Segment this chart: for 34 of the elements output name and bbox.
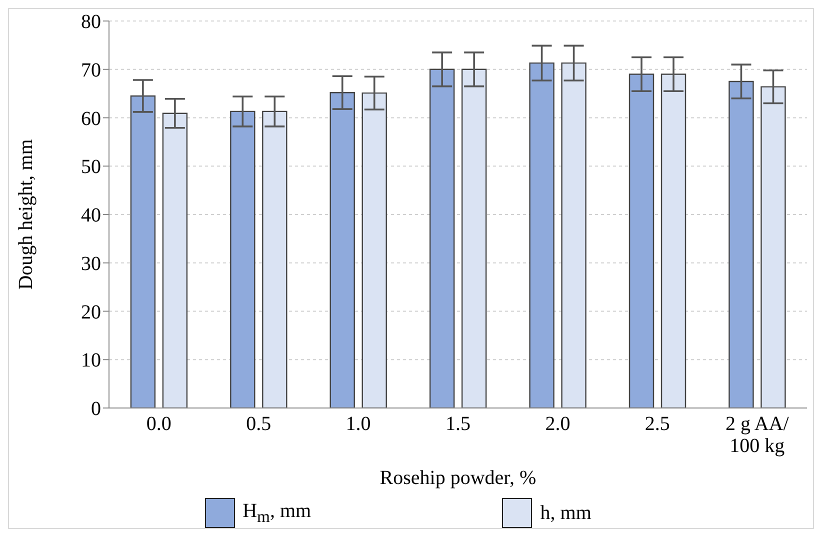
bar xyxy=(162,112,188,408)
x-tick-label: 1.0 xyxy=(346,413,371,435)
bar xyxy=(429,68,455,408)
x-tick-label: 2.0 xyxy=(545,413,570,435)
bar xyxy=(130,95,156,408)
y-tick-label: 20 xyxy=(81,301,101,324)
legend-label: H$_{m}$, mm xyxy=(242,500,312,526)
y-tick-label: 30 xyxy=(81,252,101,275)
y-tick-label: 80 xyxy=(81,11,101,34)
bar xyxy=(760,86,786,408)
bar xyxy=(230,110,256,408)
y-tick-label: 0 xyxy=(91,398,101,420)
y-tick-label: 60 xyxy=(81,108,101,130)
bar xyxy=(529,62,554,408)
x-tick-label: 0.0 xyxy=(146,413,172,435)
bar xyxy=(461,68,487,408)
x-axis-title: Rosehip powder, % xyxy=(380,467,536,489)
legend-label: h, mm xyxy=(540,502,592,524)
x-tick-label: 2.5 xyxy=(644,413,670,435)
x-tick-label: 2 g AA/ 100 kg xyxy=(725,413,790,457)
bar xyxy=(628,74,654,408)
y-tick-label: 70 xyxy=(81,59,101,82)
x-tick-label: 0.5 xyxy=(246,413,272,435)
y-tick-label: 50 xyxy=(81,156,101,178)
y-axis-title: Dough height, mm xyxy=(15,138,38,290)
bar xyxy=(330,92,355,408)
x-tick-label: 1.5 xyxy=(446,413,470,435)
bar xyxy=(728,80,754,408)
bar xyxy=(561,62,586,408)
bar xyxy=(660,74,686,408)
bar xyxy=(262,110,288,408)
bar xyxy=(362,92,387,408)
y-tick-label: 40 xyxy=(81,204,101,227)
y-tick-label: 10 xyxy=(81,350,101,372)
